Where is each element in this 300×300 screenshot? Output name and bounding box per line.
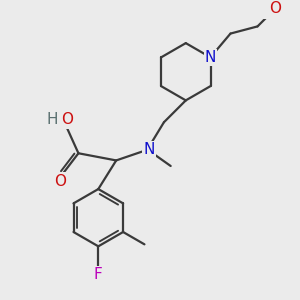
Text: N: N — [143, 142, 154, 157]
Text: H: H — [46, 112, 58, 128]
Text: N: N — [205, 50, 216, 65]
Text: F: F — [94, 268, 103, 283]
Text: O: O — [269, 1, 281, 16]
Text: O: O — [54, 174, 66, 189]
Text: O: O — [61, 112, 73, 128]
